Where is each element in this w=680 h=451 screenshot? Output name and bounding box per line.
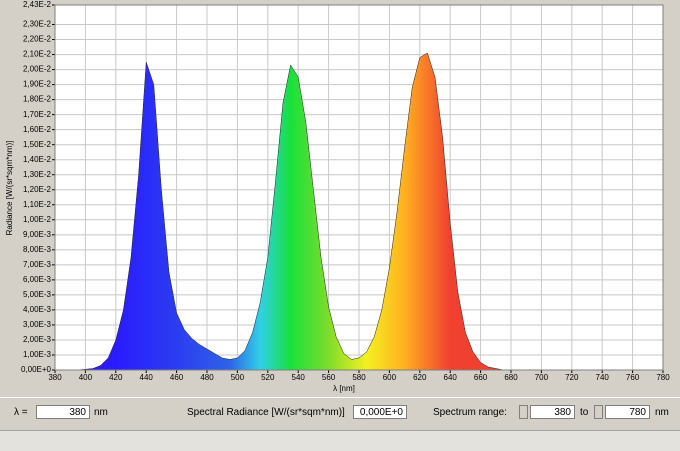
x-tick-label: 780 — [656, 373, 670, 382]
x-tick-label: 640 — [444, 373, 458, 382]
y-tick-label: 2,10E-2 — [23, 50, 52, 59]
y-tick-label: 2,30E-2 — [23, 20, 52, 29]
x-tick-label: 720 — [565, 373, 579, 382]
lambda-input[interactable]: 380 — [36, 405, 90, 419]
y-tick-label: 8,00E-3 — [23, 245, 52, 254]
control-bar — [0, 397, 680, 430]
y-tick-label: 6,00E-3 — [23, 275, 52, 284]
y-tick-label: 1,20E-2 — [23, 185, 52, 194]
x-tick-label: 760 — [626, 373, 640, 382]
y-tick-label: 1,60E-2 — [23, 125, 52, 134]
x-tick-label: 680 — [504, 373, 518, 382]
y-tick-label: 1,30E-2 — [23, 170, 52, 179]
y-tick-label: 0,00E+0 — [21, 365, 52, 374]
x-tick-label: 500 — [231, 373, 245, 382]
x-tick-label: 480 — [200, 373, 214, 382]
spin-to[interactable] — [594, 405, 603, 419]
spin-from[interactable] — [519, 405, 528, 419]
range-to-label: to — [580, 407, 589, 418]
chart: λ [nm] Radiance [W/(sr*sqm*nm)] 0,00E+0 1… — [5, 0, 670, 393]
range-unit: nm — [655, 407, 669, 418]
plot-frame — [54, 4, 664, 371]
y-tick-label: 4,00E-3 — [23, 305, 52, 314]
range-label: Spectrum range: — [433, 407, 507, 418]
y-axis-label: Radiance [W/(sr*sqm*nm)] — [5, 141, 14, 236]
x-tick-label: 420 — [109, 373, 123, 382]
y-tick-label: 1,40E-2 — [23, 155, 52, 164]
x-tick-label: 440 — [140, 373, 154, 382]
status-bar — [0, 430, 680, 451]
y-tick-label: 2,43E-2 — [23, 0, 52, 9]
y-tick-label: 3,00E-3 — [23, 320, 52, 329]
x-tick-label: 580 — [352, 373, 366, 382]
x-tick-label: 520 — [261, 373, 275, 382]
radiance-output: 0,000E+0 — [353, 405, 407, 419]
x-tick-label: 600 — [383, 373, 397, 382]
y-tick-label: 1,00E-3 — [23, 350, 52, 359]
lambda-label: λ = — [14, 407, 28, 418]
x-tick-label: 740 — [596, 373, 610, 382]
y-tick-label: 5,00E-3 — [23, 290, 52, 299]
y-tick-label: 2,00E-2 — [23, 65, 52, 74]
x-tick-label: 460 — [170, 373, 184, 382]
y-tick-label: 1,80E-2 — [23, 95, 52, 104]
y-tick-label: 1,90E-2 — [23, 80, 52, 89]
lambda-unit: nm — [94, 407, 108, 418]
x-tick-label: 380 — [48, 373, 62, 382]
x-tick-label: 560 — [322, 373, 336, 382]
y-tick-label: 9,00E-3 — [23, 230, 52, 239]
y-tick-label: 1,10E-2 — [23, 200, 52, 209]
y-tick-label: 1,70E-2 — [23, 110, 52, 119]
y-tick-label: 1,50E-2 — [23, 140, 52, 149]
y-tick-label: 2,20E-2 — [23, 35, 52, 44]
y-tick-label: 1,00E-2 — [23, 215, 52, 224]
x-axis-label: λ [nm] — [333, 384, 355, 393]
x-tick-label: 660 — [474, 373, 488, 382]
x-tick-label: 400 — [79, 373, 93, 382]
range-from-input[interactable]: 380 — [530, 405, 575, 419]
x-tick-label: 620 — [413, 373, 427, 382]
y-tick-label: 7,00E-3 — [23, 260, 52, 269]
range-to-input[interactable]: 780 — [605, 405, 650, 419]
radiance-label: Spectral Radiance [W/(sr*sqm*nm)] — [187, 407, 345, 418]
x-tick-label: 700 — [535, 373, 549, 382]
x-tick-label: 540 — [292, 373, 306, 382]
y-tick-label: 2,00E-3 — [23, 335, 52, 344]
